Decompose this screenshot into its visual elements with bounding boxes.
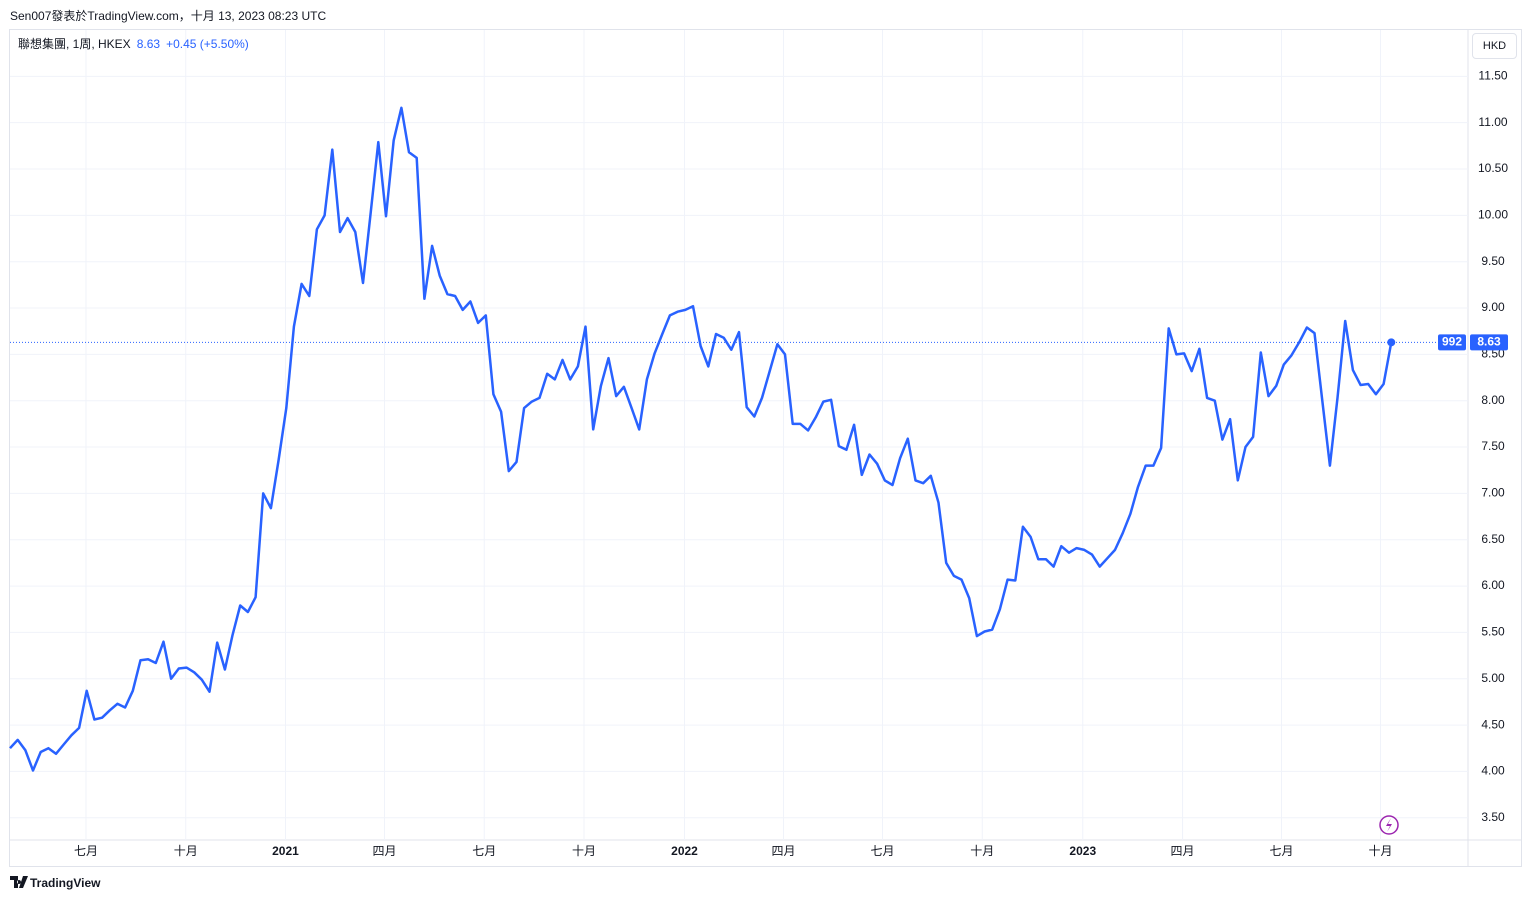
change: +0.45 (+5.50%) bbox=[166, 37, 249, 51]
y-tick-label: 6.00 bbox=[1481, 578, 1505, 592]
last-point bbox=[1387, 338, 1396, 347]
y-tick-label: 4.50 bbox=[1481, 717, 1505, 731]
alert-icon bbox=[1379, 815, 1399, 835]
x-tick-label: 七月 bbox=[472, 844, 496, 858]
price-tag: 8.63 bbox=[1477, 334, 1501, 348]
y-tick-label: 7.00 bbox=[1481, 486, 1505, 500]
grid bbox=[10, 30, 1468, 840]
currency-button[interactable]: HKD bbox=[1472, 33, 1517, 59]
symbol-info: 聯想集團, 1周, HKEX bbox=[18, 37, 131, 51]
x-tick-label: 十月 bbox=[970, 844, 994, 858]
y-tick-label: 10.00 bbox=[1478, 208, 1508, 222]
x-tick-label: 七月 bbox=[74, 844, 98, 858]
x-tick-label: 七月 bbox=[870, 844, 894, 858]
x-tick-label: 七月 bbox=[1270, 844, 1294, 858]
badge: 992 bbox=[1442, 334, 1462, 348]
y-tick-label: 7.50 bbox=[1481, 439, 1505, 453]
y-tick-label: 8.00 bbox=[1481, 393, 1505, 407]
x-tick-label: 2022 bbox=[671, 844, 698, 858]
frame bbox=[9, 29, 1522, 867]
header: Sen007發表於TradingView.com，十月 13, 2023 08:… bbox=[10, 9, 327, 23]
price-tag-box bbox=[1470, 334, 1508, 351]
y-tick-label: 3.50 bbox=[1481, 810, 1505, 824]
x-tick-label: 2023 bbox=[1069, 844, 1096, 858]
brand-name: TradingView bbox=[30, 876, 101, 890]
y-tick-label: 11.00 bbox=[1478, 115, 1507, 129]
y-tick-label: 9.00 bbox=[1481, 300, 1505, 314]
x-tick-label: 四月 bbox=[771, 844, 795, 858]
plot bbox=[9, 106, 1468, 772]
brand: TradingView bbox=[10, 876, 100, 890]
badge-box bbox=[1438, 334, 1466, 351]
y-tick-label: 10.50 bbox=[1478, 161, 1508, 175]
x-tick-label: 十月 bbox=[572, 844, 596, 858]
y-tick-label: 5.00 bbox=[1481, 671, 1505, 685]
last-price: 8.63 bbox=[136, 37, 161, 51]
y-tick-label: 9.50 bbox=[1481, 254, 1505, 268]
x-tick-label: 四月 bbox=[372, 844, 396, 858]
price-line bbox=[9, 106, 1393, 772]
x-tick-label: 四月 bbox=[1171, 844, 1195, 858]
brand-logo bbox=[10, 876, 28, 888]
y-tick-label: 11.50 bbox=[1478, 69, 1507, 83]
x-tick-label: 十月 bbox=[1369, 844, 1393, 858]
legend: 聯想集團, 1周, HKEX 8.63 +0.45 (+5.50%) bbox=[18, 35, 249, 52]
x-tick-label: 十月 bbox=[174, 844, 198, 858]
y-tick-label: 6.50 bbox=[1481, 532, 1505, 546]
y-tick-label: 5.50 bbox=[1481, 625, 1505, 639]
y-tick-label: 4.00 bbox=[1481, 764, 1505, 778]
x-tick-label: 2021 bbox=[272, 844, 299, 858]
